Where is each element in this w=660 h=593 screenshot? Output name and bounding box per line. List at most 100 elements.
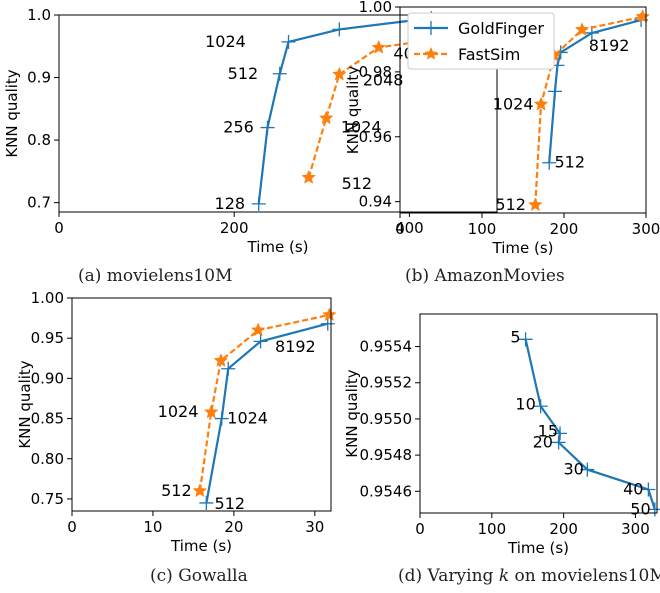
legend: GoldFinger FastSim — [407, 12, 555, 70]
caption-a: (a) movielens10M — [78, 266, 233, 286]
point-label: 512 — [161, 481, 192, 500]
y-tick-label: 1.00 — [359, 0, 392, 16]
x-tick-label: 400 — [395, 219, 424, 237]
point-label: 256 — [223, 118, 254, 137]
data-point-fastsim — [322, 307, 337, 322]
data-point-fastsim — [203, 404, 219, 419]
x-tick-label: 0 — [67, 518, 77, 536]
data-point-goldfinger — [553, 426, 568, 441]
data-point-goldfinger — [641, 482, 656, 497]
data-point-goldfinger — [332, 22, 347, 37]
x-tick-label: 30 — [305, 518, 324, 536]
y-tick-label: 0.95 — [31, 329, 64, 347]
data-point-fastsim — [332, 66, 347, 81]
legend-label-goldfinger: GoldFinger — [458, 19, 544, 38]
point-label: 30 — [564, 460, 584, 479]
data-point-goldfinger — [272, 66, 287, 81]
y-tick-label: 0.9548 — [360, 446, 413, 464]
x-axis-label: Time (s) — [247, 238, 309, 256]
series-line-goldfinger — [257, 17, 432, 205]
y-axis-label: KNN quality — [3, 69, 21, 157]
point-label: 512 — [228, 64, 259, 83]
caption-c: (c) Gowalla — [150, 566, 248, 586]
point-label: 1024 — [341, 118, 382, 137]
data-point-goldfinger — [551, 435, 566, 450]
data-point-goldfinger — [281, 34, 296, 49]
legend-marker-goldfinger — [424, 21, 438, 35]
y-tick-label: 0.94 — [359, 193, 392, 211]
x-tick-label: 300 — [632, 220, 660, 238]
x-tick-label: 0 — [54, 219, 64, 237]
point-label: 50 — [630, 499, 650, 518]
y-tick-label: 0.90 — [31, 369, 64, 387]
chart-c: 512 1024 1024 512 8192 0 10 20 30 0.75 0.80 0.85 0.9… — [16, 289, 337, 555]
point-label: 1024 — [205, 32, 246, 51]
data-point-fastsim — [250, 322, 266, 337]
y-tick-label: 0.8 — [27, 131, 51, 149]
point-label: 8192 — [275, 337, 316, 356]
point-label: 1024 — [493, 94, 534, 113]
axes-frame — [71, 297, 332, 512]
x-tick-label: 10 — [143, 518, 162, 536]
caption-d-prefix: (d) Varying — [398, 566, 499, 586]
y-tick-label: 0.9550 — [360, 410, 413, 428]
y-tick-label: 1.00 — [31, 289, 64, 307]
axes-frame — [399, 6, 647, 214]
data-point-goldfinger — [260, 120, 275, 135]
data-point-goldfinger — [553, 45, 568, 60]
y-tick-label: 0.9 — [27, 69, 51, 87]
axes-frame — [58, 14, 498, 213]
data-point-fastsim — [318, 110, 334, 125]
x-axis-label: Time (s) — [492, 239, 554, 257]
y-tick-label: 0.75 — [31, 490, 64, 508]
point-label: 512 — [342, 174, 373, 193]
data-point-fastsim — [192, 483, 208, 498]
point-label: 1024 — [158, 402, 199, 421]
data-point-goldfinger — [533, 399, 548, 414]
caption-d: (d) Varying k on movielens10M — [398, 566, 660, 586]
x-tick-label: 0 — [415, 520, 425, 538]
data-point-goldfinger — [253, 334, 268, 349]
x-axis-label: Time (s) — [170, 537, 232, 555]
legend-marker-fastsim — [424, 47, 438, 60]
point-label: 512 — [495, 195, 526, 214]
point-label: 10 — [515, 394, 535, 413]
point-label: 512 — [215, 494, 246, 513]
y-tick-label: 0.9546 — [360, 482, 413, 500]
x-tick-label: 300 — [621, 520, 650, 538]
data-point-goldfinger — [580, 462, 595, 477]
x-tick-label: 0 — [395, 220, 405, 238]
point-label: 40 — [623, 479, 643, 498]
point-label: 20 — [533, 432, 553, 451]
data-point-goldfinger — [547, 84, 562, 99]
y-axis-label: KNN quality — [16, 360, 34, 448]
data-point-fastsim — [533, 96, 549, 111]
chart-b: 512 1024 512 8192 0 100 200 300 0.94 0.96 0.98 1.00… — [344, 0, 660, 257]
y-axis-label: KNN quality — [344, 66, 362, 154]
x-tick-label: 20 — [224, 518, 243, 536]
y-tick-label: 0.85 — [31, 410, 64, 428]
data-point-goldfinger — [214, 411, 229, 426]
x-tick-label: 200 — [220, 219, 249, 237]
data-point-goldfinger — [221, 361, 236, 376]
data-point-fastsim — [574, 22, 590, 36]
data-point-goldfinger — [518, 332, 533, 347]
point-label: 1024 — [227, 409, 268, 428]
series-line-goldfinger — [548, 18, 642, 163]
point-label: 5 — [510, 328, 520, 347]
data-point-fastsim — [528, 197, 543, 212]
x-tick-label: 100 — [468, 220, 497, 238]
caption-d-suffix: on movielens10M — [509, 566, 660, 586]
data-point-goldfinger — [251, 196, 266, 211]
caption-d-k: k — [498, 566, 510, 586]
point-label: 2048 — [363, 71, 404, 90]
point-label: 128 — [215, 194, 246, 213]
data-point-fastsim — [371, 39, 387, 54]
x-tick-label: 200 — [550, 220, 579, 238]
data-point-goldfinger — [199, 495, 214, 510]
x-axis-label: Time (s) — [507, 539, 569, 557]
y-tick-label: 0.80 — [31, 450, 64, 468]
legend-label-fastsim: FastSim — [458, 45, 520, 64]
